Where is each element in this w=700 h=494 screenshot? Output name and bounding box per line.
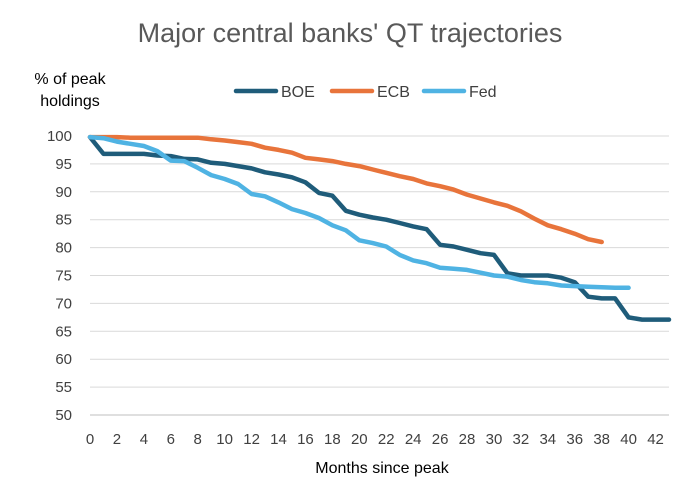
x-tick-label: 34 xyxy=(539,431,556,448)
legend-label-ecb: ECB xyxy=(377,84,410,101)
y-tick-label: 90 xyxy=(55,184,72,201)
y-axis-label-line1: % of peak xyxy=(34,71,106,88)
y-tick-label: 95 xyxy=(55,156,72,173)
y-tick-label: 70 xyxy=(55,295,72,312)
x-axis-ticks: 0 2 4 6 8 10 12 14 16 18 20 22 24 26 28 30 32 34 36 38 40 42 xyxy=(86,431,664,448)
x-tick-label: 14 xyxy=(270,431,287,448)
x-tick-label: 36 xyxy=(566,431,583,448)
x-tick-label: 30 xyxy=(486,431,503,448)
x-tick-label: 0 xyxy=(86,431,94,448)
x-tick-label: 32 xyxy=(513,431,530,448)
series-line-ecb xyxy=(87,134,604,245)
y-tick-label: 100 xyxy=(47,128,72,145)
x-tick-label: 28 xyxy=(459,431,476,448)
series-line-boe xyxy=(87,134,672,322)
gridlines xyxy=(90,135,669,416)
x-tick-label: 8 xyxy=(194,431,202,448)
series-line-fed xyxy=(87,134,631,291)
y-tick-label: 80 xyxy=(55,240,72,257)
x-axis-label: Months since peak xyxy=(315,460,449,477)
y-tick-label: 60 xyxy=(55,351,72,368)
y-axis-label-line2: holdings xyxy=(40,93,100,110)
y-tick-label: 55 xyxy=(55,379,72,396)
chart-title: Major central banks' QT trajectories xyxy=(138,18,563,48)
legend-label-fed: Fed xyxy=(469,84,497,101)
legend-label-boe: BOE xyxy=(281,84,315,101)
x-tick-label: 10 xyxy=(216,431,233,448)
x-tick-label: 6 xyxy=(167,431,175,448)
plot-series xyxy=(87,134,672,322)
y-tick-label: 85 xyxy=(55,212,72,229)
x-tick-label: 20 xyxy=(351,431,368,448)
x-tick-label: 12 xyxy=(243,431,260,448)
x-tick-label: 16 xyxy=(297,431,314,448)
legend: BOE ECB Fed xyxy=(233,84,497,101)
x-tick-label: 40 xyxy=(620,431,637,448)
x-tick-label: 4 xyxy=(140,431,148,448)
x-tick-label: 42 xyxy=(647,431,664,448)
x-tick-label: 22 xyxy=(378,431,395,448)
x-tick-label: 18 xyxy=(324,431,341,448)
x-tick-label: 38 xyxy=(593,431,610,448)
y-tick-label: 75 xyxy=(55,268,72,285)
y-tick-label: 50 xyxy=(55,407,72,424)
y-axis-ticks: 50 55 60 65 70 75 80 85 90 95 100 xyxy=(47,128,72,424)
x-tick-label: 24 xyxy=(405,431,422,448)
x-tick-label: 26 xyxy=(432,431,449,448)
x-tick-label: 2 xyxy=(113,431,121,448)
y-tick-label: 65 xyxy=(55,323,72,340)
